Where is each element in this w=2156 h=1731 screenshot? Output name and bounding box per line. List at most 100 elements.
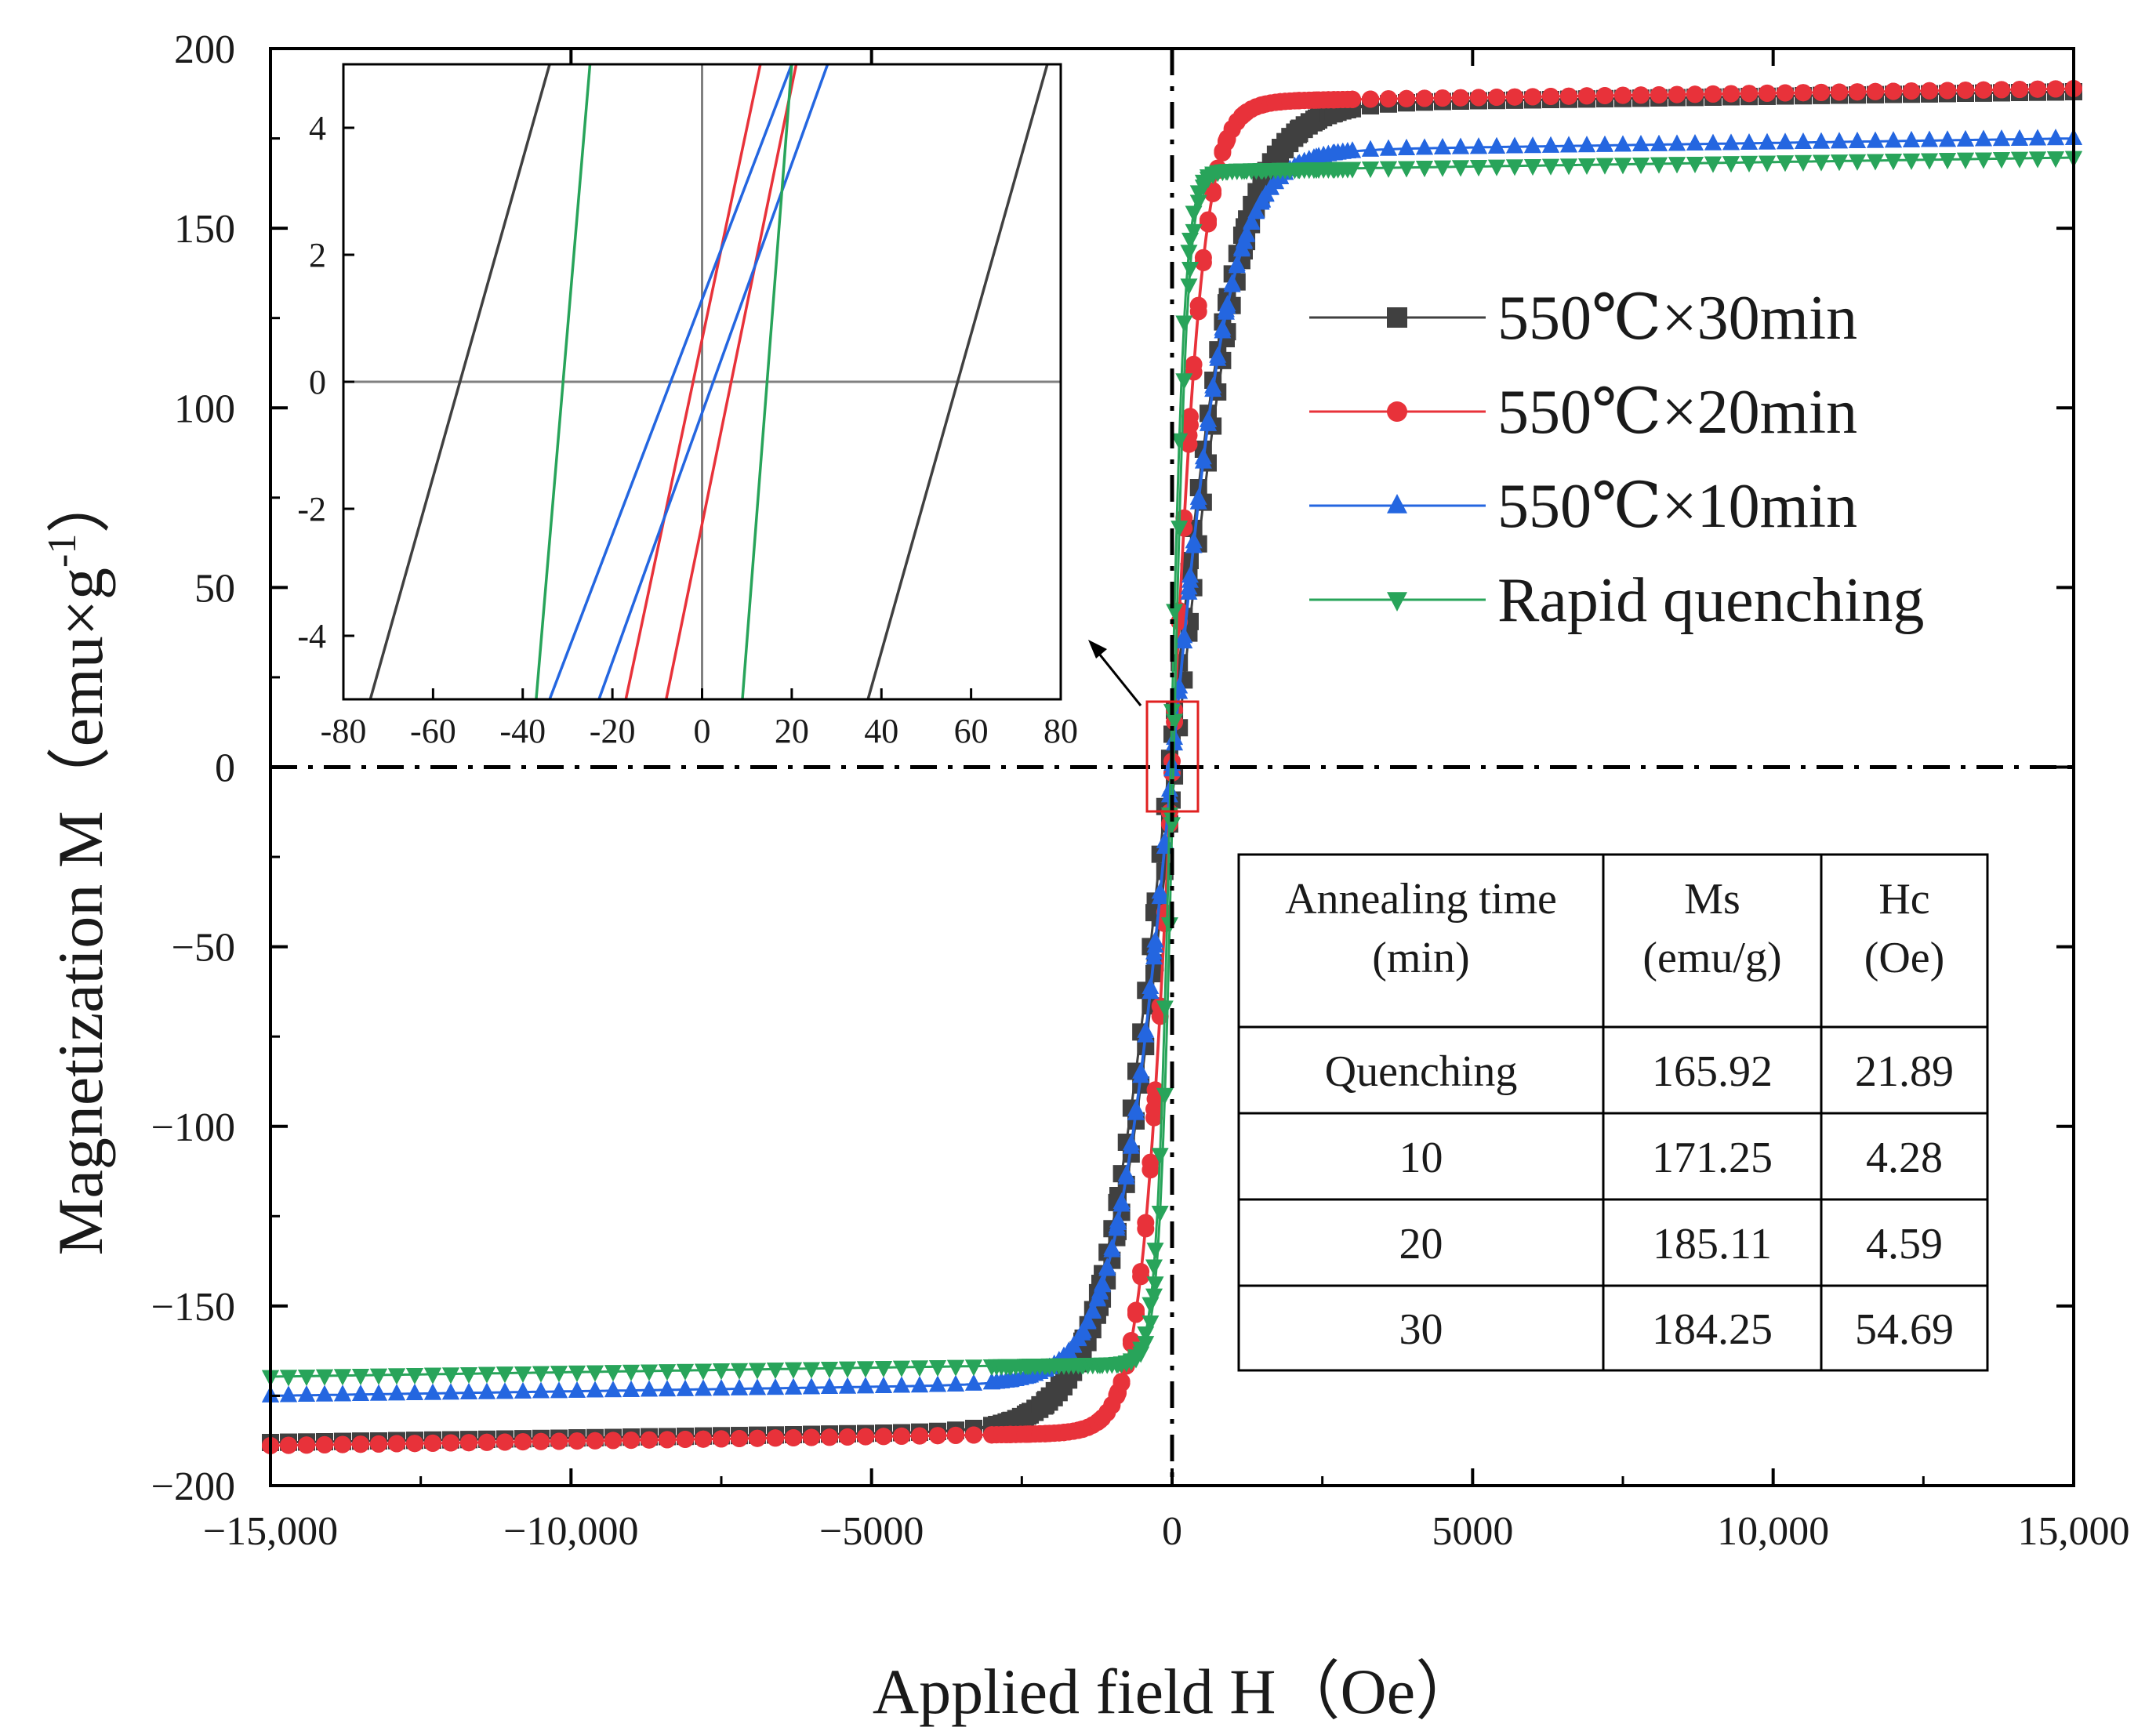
series-1-marker-69-1 xyxy=(1506,88,1523,106)
series-1-marker-30-1 xyxy=(803,1428,820,1446)
series-2-marker-88-1 xyxy=(1849,132,1866,148)
series-1-marker-38-1 xyxy=(947,1426,964,1444)
inset-line-1 xyxy=(866,64,1049,699)
series-3-marker-50-1 xyxy=(1163,817,1181,834)
series-2-marker-51-1 xyxy=(1181,571,1199,588)
series-1-marker-81-1 xyxy=(1722,85,1740,103)
series-2-marker-12-1 xyxy=(478,1382,495,1399)
series-3-marker-137-0 xyxy=(1156,1000,1174,1018)
series-2-marker-65-1 xyxy=(1434,138,1451,154)
x-tick-label-2: −5000 xyxy=(819,1509,924,1554)
series-2-marker-127-1 xyxy=(1108,1219,1126,1236)
series-1-marker-90-1 xyxy=(1885,82,1902,100)
series-2-marker-124-1 xyxy=(1094,1276,1112,1293)
series-2-marker-2-1 xyxy=(298,1385,315,1403)
series-1-marker-80-1 xyxy=(1704,85,1722,103)
series-1-marker-36-1 xyxy=(911,1427,928,1445)
series-1-marker-62-1 xyxy=(1380,90,1397,108)
series-1-marker-99-1 xyxy=(2047,80,2064,98)
series-2-marker-93-1 xyxy=(1939,130,1956,147)
series-2-marker-84-1 xyxy=(1777,132,1794,150)
table-header-2-0: Hc xyxy=(1878,875,1929,924)
series-2-marker-26-1 xyxy=(731,1378,748,1395)
table-cell-1-2: 4.28 xyxy=(1866,1134,1943,1182)
series-2-marker-28-1 xyxy=(767,1378,784,1395)
series-1-marker-83-1 xyxy=(1759,84,1776,102)
table-header-1-0: Ms xyxy=(1684,875,1740,924)
series-3-marker-83-1 xyxy=(1759,155,1776,172)
series-3-marker-29-1 xyxy=(785,1362,802,1379)
series-2-marker-18-1 xyxy=(586,1381,604,1398)
zero-lines xyxy=(270,49,2074,1486)
series-3-marker-20-1 xyxy=(622,1364,640,1381)
series-1-marker-98-1 xyxy=(2029,80,2046,98)
series-2-marker-126-1 xyxy=(1103,1240,1121,1257)
series-3-marker-143-1 xyxy=(1185,223,1203,241)
series-2-marker-16-1 xyxy=(550,1381,568,1399)
y-tick-label-7: 150 xyxy=(174,207,235,252)
series-2-marker-156-1 xyxy=(1247,202,1265,220)
legend-marker-1 xyxy=(1387,401,1407,422)
series-2-marker-49-1 xyxy=(1145,948,1163,965)
series-1-marker-64-1 xyxy=(1416,89,1433,107)
series-3-marker-67-1 xyxy=(1470,160,1487,176)
series-1-marker-7-1 xyxy=(388,1435,405,1453)
y-tick-label-4: 0 xyxy=(215,746,235,791)
series-2-marker-76-1 xyxy=(1632,135,1650,152)
series-3-marker-142-0 xyxy=(1180,245,1198,262)
series-3-marker-140-1 xyxy=(1171,521,1189,538)
series-1-marker-1-1 xyxy=(280,1436,297,1454)
legend-marker-3 xyxy=(1387,592,1407,611)
series-3-marker-3-1 xyxy=(316,1369,333,1386)
series-3-marker-27-1 xyxy=(749,1363,766,1380)
legend-marker-0 xyxy=(1387,307,1407,328)
y-axis-label-main: Magnetization M（emu×g xyxy=(45,568,116,1255)
series-2-marker-33-1 xyxy=(857,1377,874,1394)
series-1-marker-2-1 xyxy=(298,1436,315,1454)
series-1-marker-71-1 xyxy=(1542,88,1559,105)
series-1-marker-19-1 xyxy=(604,1432,622,1450)
series-2-marker-91-1 xyxy=(1903,131,1920,147)
series-3-marker-23-1 xyxy=(677,1363,694,1381)
series-3-marker-72-1 xyxy=(1560,158,1577,176)
series-1-marker-142-1 xyxy=(1180,435,1198,453)
series-2-marker-36-1 xyxy=(911,1376,928,1393)
series-2-marker-142-1 xyxy=(1180,582,1198,600)
series-3-marker-76-1 xyxy=(1632,157,1650,174)
y-axis-label-close: ） xyxy=(45,470,116,534)
series-1-marker-12-1 xyxy=(478,1433,495,1451)
series-1-marker-15-1 xyxy=(532,1432,550,1450)
series-3-marker-85-1 xyxy=(1795,154,1812,172)
inset-line-3 xyxy=(665,64,798,699)
series-1-marker-66-1 xyxy=(1452,89,1469,107)
series-2-marker-61-1 xyxy=(1362,140,1379,157)
y-tick-label-2: −100 xyxy=(151,1105,235,1150)
series-1-marker-82-1 xyxy=(1740,85,1758,103)
series-3-marker-74-1 xyxy=(1596,158,1613,175)
series-2-marker-82-1 xyxy=(1740,133,1758,150)
series-1-marker-144-1 xyxy=(1189,303,1207,321)
series-3-marker-65-1 xyxy=(1434,160,1451,177)
series-3-marker-92-1 xyxy=(1921,153,1938,170)
series-2-marker-31-1 xyxy=(821,1377,838,1395)
series-2-marker-22-1 xyxy=(659,1380,676,1397)
series-3-marker-25-1 xyxy=(713,1363,730,1381)
series-2-marker-66-1 xyxy=(1452,137,1469,154)
series-3-marker-133-1 xyxy=(1137,1336,1155,1353)
zoom-arrow-line xyxy=(1098,653,1142,706)
series-1-marker-61-1 xyxy=(1362,90,1379,108)
series-2-marker-148-1 xyxy=(1209,349,1227,366)
series-2-marker-64-1 xyxy=(1416,138,1433,155)
series-3-marker-79-1 xyxy=(1686,156,1704,173)
series-3-marker-81-1 xyxy=(1722,156,1740,173)
series-1-marker-34-1 xyxy=(875,1428,892,1446)
series-1-marker-22-1 xyxy=(659,1431,676,1449)
series-2-marker-72-1 xyxy=(1560,136,1577,153)
series-3-marker-24-1 xyxy=(695,1363,712,1381)
series-1-marker-97-1 xyxy=(2011,81,2028,99)
series-3-marker-71-1 xyxy=(1542,158,1559,176)
y-tick-label-0: −200 xyxy=(151,1464,235,1509)
series-2-marker-19-1 xyxy=(604,1381,622,1398)
series-2-marker-146-1 xyxy=(1200,414,1217,431)
